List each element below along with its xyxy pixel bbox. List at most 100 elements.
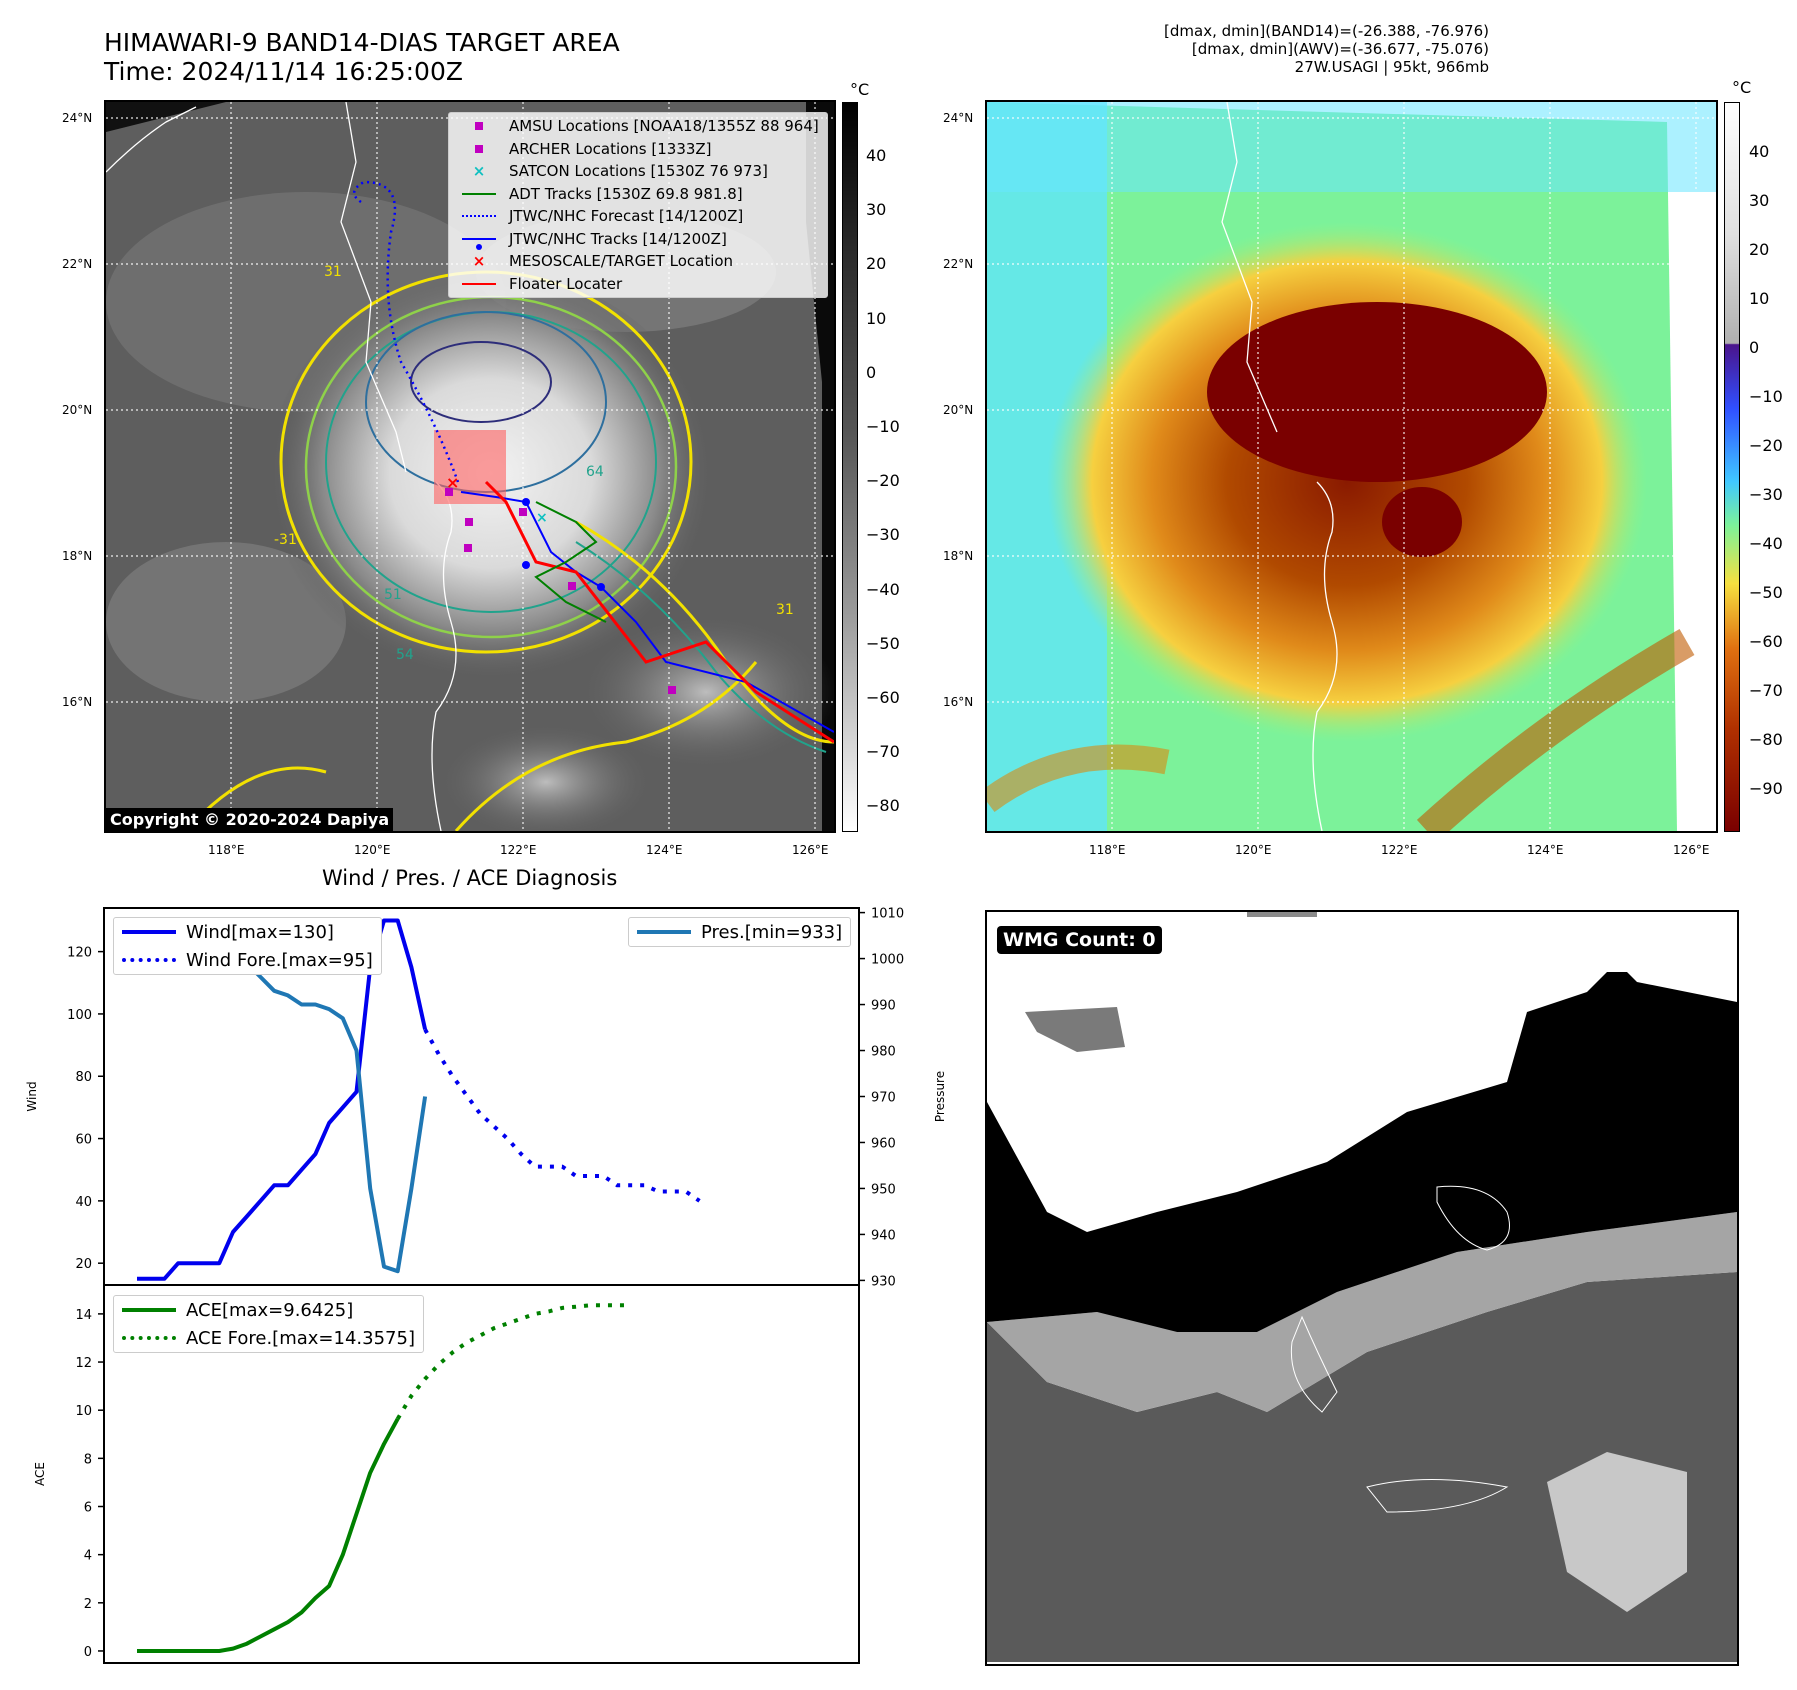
wind-ytick-label: 120 (67, 946, 92, 961)
awv-map-panel (985, 100, 1718, 833)
lat-label: 20°N (943, 403, 974, 417)
awv-cbar-tick: −60 (1749, 632, 1783, 651)
legend-line-icon (461, 192, 497, 195)
lon-label: 120°E (354, 843, 391, 857)
legend-item: Floater Locater (449, 273, 827, 296)
lon-label: 126°E (1673, 843, 1710, 857)
awv-cbar-tick: −40 (1749, 534, 1783, 553)
wmg-black-region (987, 972, 1737, 1332)
pressure-ytick-label: 950 (871, 1182, 896, 1197)
moisture-swirl (1047, 222, 1647, 742)
contour-label: 54 (396, 647, 414, 663)
copyright-notice: Copyright © 2020-2024 Dapiya (106, 808, 394, 831)
lat-label: 18°N (62, 549, 93, 563)
ir-cbar-tick: −10 (866, 417, 900, 436)
legend-item: ACE[max=9.6425] (114, 1296, 423, 1324)
wmg-count-badge: WMG Count: 0 (997, 926, 1162, 954)
pressure-ytick-label: 930 (871, 1274, 896, 1289)
lon-label: 118°E (1089, 843, 1126, 857)
floater-locater-track (484, 480, 834, 744)
best-track-points (522, 498, 605, 591)
ir-cbar-tick: 40 (866, 146, 887, 165)
lat-label: 20°N (62, 403, 93, 417)
ace-ytick-label: 8 (84, 1452, 92, 1467)
wmg-light-patch (1547, 1452, 1687, 1612)
lat-label: 22°N (62, 257, 93, 271)
pressure-ytick-label: 1000 (871, 953, 904, 968)
coastline (106, 106, 197, 173)
pressure-ytick-label: 1010 (871, 907, 904, 922)
cloud-band (106, 542, 346, 702)
legend-marker-square-icon (461, 144, 497, 153)
awv-map-image (987, 102, 1716, 831)
coastline (1312, 481, 1338, 831)
amsu-archer-markers (445, 488, 676, 694)
storm-info: [dmax, dmin](BAND14)=(-26.388, -76.976) … (1164, 22, 1489, 76)
legend-item: × SATCON Locations [1530Z 76 973] (449, 160, 827, 183)
legend-label: Pres.[min=933] (701, 921, 843, 943)
legend-line-dot-icon (461, 237, 497, 250)
awv-cbar-tick: 40 (1749, 142, 1770, 161)
wind-ytick-label: 20 (75, 1257, 92, 1272)
awv-colorbar (1724, 102, 1740, 832)
legend-marker-square-icon (461, 122, 497, 131)
legend-item: Wind Fore.[max=95] (114, 946, 381, 974)
graticule (987, 102, 1716, 831)
contour-rainband (454, 661, 758, 831)
legend-dotted-line-icon (122, 958, 176, 962)
legend-item: ADT Tracks [1530Z 69.8 981.8] (449, 183, 827, 206)
wmg-panel: WMG Count: 0 (985, 910, 1739, 1666)
legend-label: JTWC/NHC Tracks [14/1200Z] (509, 229, 727, 248)
legend-marker-x-icon: × (472, 252, 486, 271)
wind-legend: Wind[max=130] Wind Fore.[max=95] (113, 917, 382, 975)
legend-item: ACE Fore.[max=14.3575] (114, 1324, 423, 1352)
wind-ytick-label: 80 (75, 1070, 92, 1085)
ir-cbar-unit: °C (850, 80, 870, 99)
adt-track (534, 501, 607, 623)
awv-cbar-tick: −90 (1749, 779, 1783, 798)
forecast-track (353, 180, 460, 483)
lon-label: 126°E (792, 843, 829, 857)
awv-cbar-unit: °C (1732, 78, 1752, 97)
legend-label: Wind Fore.[max=95] (186, 949, 373, 971)
lon-label: 122°E (1381, 843, 1418, 857)
legend-label: ARCHER Locations [1333Z] (509, 139, 712, 158)
ace-ytick-label: 14 (75, 1308, 92, 1323)
ace-ytick-label: 12 (75, 1356, 92, 1371)
lat-label: 24°N (62, 111, 93, 125)
legend-label: JTWC/NHC Forecast [14/1200Z] (509, 207, 744, 226)
rainband (1416, 628, 1695, 831)
legend-item: JTWC/NHC Tracks [14/1200Z] (449, 228, 827, 251)
ir-cbar-tick: −60 (866, 688, 900, 707)
rainband (576, 612, 834, 772)
pressure-ytick-label: 990 (871, 999, 896, 1014)
pressure-legend: Pres.[min=933] (628, 917, 852, 947)
legend-line-icon (637, 930, 691, 934)
ir-cbar-tick: 0 (866, 362, 877, 382)
ace-legend: ACE[max=9.6425] ACE Fore.[max=14.3575] (113, 1295, 424, 1353)
legend-item: Wind[max=130] (114, 918, 381, 946)
wmg-patch (1247, 912, 1317, 917)
legend-item: Pres.[min=933] (629, 918, 850, 946)
ir-colorbar (842, 102, 858, 832)
wind-ytick-label: 60 (75, 1133, 92, 1148)
contour-label: 31 (776, 602, 794, 618)
info-line-3: 27W.USAGI | 95kt, 966mb (1294, 58, 1489, 76)
coastline (1290, 1315, 1338, 1413)
wind-ytick-label: 40 (75, 1195, 92, 1210)
ace-ytick-label: 10 (75, 1404, 92, 1419)
legend-label: ADT Tracks [1530Z 69.8 981.8] (509, 184, 743, 203)
lon-label: 120°E (1235, 843, 1272, 857)
legend-item: AMSU Locations [NOAA18/1355Z 88 964] (449, 115, 827, 138)
ir-cbar-tick: 20 (866, 254, 887, 274)
coastline (1221, 102, 1278, 433)
ir-map-panel: × × 31 54 64 51 -31 31 AMSU Locations [N… (104, 100, 836, 833)
awv-cbar-tick: 30 (1749, 191, 1770, 210)
wind-forecast-series-line (423, 1028, 701, 1203)
title-line-2: Time: 2024/11/14 16:25:00Z (104, 57, 463, 86)
info-line-1: [dmax, dmin](BAND14)=(-26.388, -76.976) (1164, 22, 1489, 40)
awv-cbar-tick: −30 (1749, 485, 1783, 504)
legend-label: Wind[max=130] (186, 921, 334, 943)
legend-label: SATCON Locations [1530Z 76 973] (509, 162, 768, 181)
pressure-axis-label: Pressure (933, 1071, 947, 1122)
